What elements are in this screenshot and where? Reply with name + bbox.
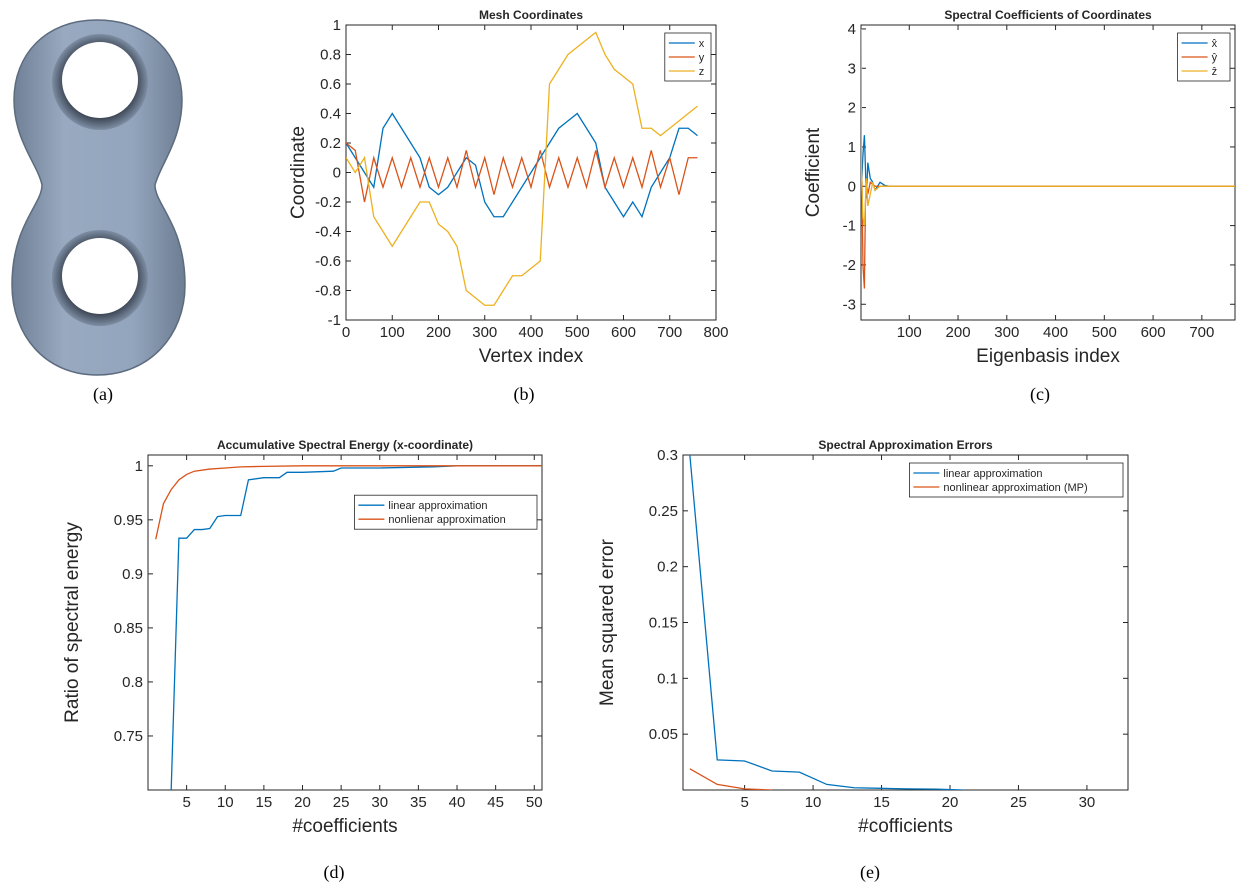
x-tick-label: 500 [565,324,590,341]
y-tick-label: 1 [848,139,856,156]
x-tick-label: 25 [1010,794,1027,811]
x-tick-label: 700 [657,324,682,341]
caption: (c) [1030,384,1050,405]
y-tick-label: 0.85 [114,620,143,637]
chart: 5 10 15 20 25 30 35 40 45 50 0.75 0.8 0.85 0.9 0.95 1 Ac… [62,438,543,837]
y-tick-label: -0.8 [315,283,341,300]
x-tick-label: 100 [897,324,922,341]
y-tick-label: 0.15 [649,615,678,632]
figure: (a)(b)(c)(d)(e)0100200300400500600700800… [0,0,1242,890]
legend-label: x [699,38,705,50]
y-tick-label: 0.8 [122,674,143,691]
y-tick-label: 0.1 [657,670,678,687]
legend-label: z [699,66,705,78]
x-tick-label: 45 [487,794,504,811]
legend-label: y [699,52,705,64]
x-tick-label: 200 [946,324,971,341]
x-tick-label: 400 [518,324,543,341]
x-tick-label: 15 [256,794,273,811]
chart: 100 200 300 400 500 600 700 -3 -2 -1 0 1 2 3 4 Spectral… [803,8,1235,367]
x-tick-label: 30 [1079,794,1096,811]
y-tick-label: -2 [843,257,856,274]
y-tick-label: 0.95 [114,512,143,529]
y-tick-label: 3 [848,60,856,77]
y-tick-label: -0.6 [315,253,341,270]
x-axis-label: #coefficients [292,816,397,837]
x-tick-label: 200 [426,324,451,341]
x-tick-label: 500 [1092,324,1117,341]
x-tick-label: 10 [217,794,234,811]
legend-label: ẑ [1212,66,1218,78]
caption: (e) [860,862,880,883]
y-tick-label: -3 [843,296,856,313]
y-tick-label: 1 [333,17,341,34]
y-tick-label: 0.4 [320,106,341,123]
x-tick-label: 800 [703,324,728,341]
y-tick-label: -0.2 [315,194,341,211]
legend-label: linear approximation [388,500,487,512]
x-tick-label: 15 [873,794,890,811]
chart-title: Spectral Coefficients of Coordinates [944,8,1152,22]
y-tick-label: 0.05 [649,726,678,743]
y-tick-label: 2 [848,100,856,117]
x-tick-label: 20 [942,794,959,811]
y-tick-label: 0.9 [122,566,143,583]
y-tick-label: 0.8 [320,47,341,64]
x-tick-label: 100 [380,324,405,341]
x-tick-label: 300 [994,324,1019,341]
y-axis-label: Coefficient [803,127,824,217]
y-tick-label: 0 [333,165,341,182]
x-axis-label: #cofficients [858,816,953,837]
y-tick-label: 4 [848,21,856,38]
x-tick-label: 700 [1189,324,1214,341]
legend-label: nonlinear approximation (MP) [943,482,1087,494]
x-tick-label: 400 [1043,324,1068,341]
y-tick-label: 0.2 [320,135,341,152]
caption: (d) [324,862,345,883]
y-tick-label: 0.25 [649,503,678,520]
y-tick-label: 0.3 [657,447,678,464]
caption: (b) [514,384,535,405]
chart-title: Mesh Coordinates [479,8,583,22]
plot-area [683,455,1128,790]
x-tick-label: 10 [805,794,822,811]
caption: (a) [93,384,113,405]
legend-label: x̂ [1212,38,1218,50]
chart-title: Accumulative Spectral Energy (x-coordina… [217,438,473,452]
y-axis-label: Mean squared error [597,538,618,706]
x-axis-label: Vertex index [479,346,584,367]
x-tick-label: 50 [526,794,543,811]
legend-label: nonlienar approximation [388,514,505,526]
chart: 0 100 200 300 400 500 600 700 800 -1 -0.8 -0.6 -0.4 -… [288,8,729,367]
x-tick-label: 300 [472,324,497,341]
x-tick-label: 20 [294,794,311,811]
x-tick-label: 40 [449,794,466,811]
x-axis-label: Eigenbasis index [976,346,1120,367]
y-tick-label: -0.4 [315,224,341,241]
y-tick-label: 0.75 [114,728,143,745]
x-tick-label: 30 [371,794,388,811]
x-tick-label: 5 [182,794,190,811]
chart-title: Spectral Approximation Errors [818,438,993,452]
y-tick-label: 1 [135,458,143,475]
x-tick-label: 35 [410,794,427,811]
y-tick-label: -1 [328,312,341,329]
x-tick-label: 600 [1141,324,1166,341]
chart: 5 10 15 20 25 30 0.05 0.1 0.15 0.2 0.25 0.3 Spectral… [597,438,1128,837]
x-tick-label: 25 [333,794,350,811]
y-axis-label: Coordinate [288,126,309,219]
y-tick-label: 0 [848,178,856,195]
legend-label: ŷ [1212,52,1218,64]
y-axis-label: Ratio of spectral energy [62,522,83,723]
y-tick-label: 0.2 [657,559,678,576]
x-tick-label: 0 [342,324,350,341]
y-tick-label: -1 [843,218,856,235]
x-tick-label: 5 [740,794,748,811]
y-tick-label: 0.6 [320,76,341,93]
legend-label: linear approximation [943,468,1042,480]
mesh-render [12,20,185,375]
x-tick-label: 600 [611,324,636,341]
